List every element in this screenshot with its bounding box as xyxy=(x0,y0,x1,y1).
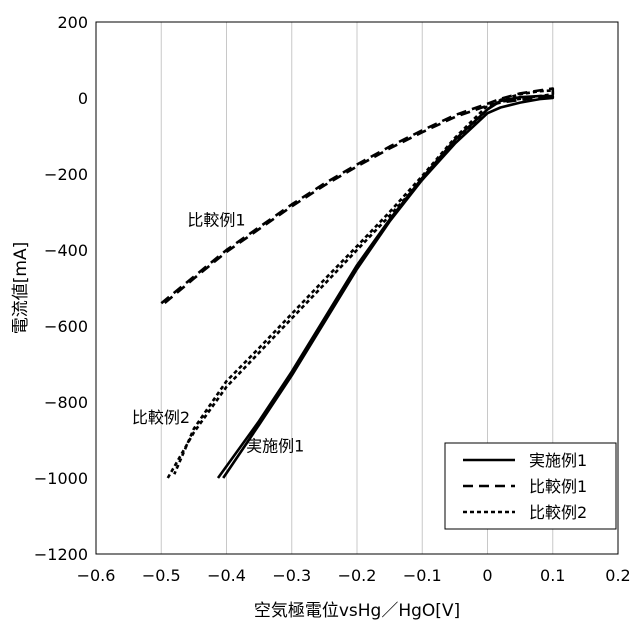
x-tick-label: 0.1 xyxy=(540,566,565,585)
legend-label: 比較例1 xyxy=(529,477,587,496)
y-tick-label: −600 xyxy=(44,317,88,336)
y-tick-label: 200 xyxy=(57,13,88,32)
legend-label: 実施例1 xyxy=(529,451,587,470)
annotation-label: 実施例1 xyxy=(246,437,304,456)
x-tick-label: −0.2 xyxy=(338,566,377,585)
x-axis-label: 空気極電位vsHg／HgO[V] xyxy=(254,601,460,621)
annotation-label: 比較例1 xyxy=(187,211,245,230)
y-axis-label: 電流値[mA] xyxy=(11,242,31,334)
x-tick-label: −0.4 xyxy=(207,566,246,585)
legend: 実施例1 比較例1 比較例2 xyxy=(445,443,616,529)
x-axis-ticks: −0.6 −0.5 −0.4 −0.3 −0.2 −0.1 0 0.1 0.2 xyxy=(77,566,631,585)
y-tick-label: −800 xyxy=(44,393,88,412)
y-tick-label: −1200 xyxy=(34,545,88,564)
y-tick-label: −200 xyxy=(44,165,88,184)
y-tick-label: −400 xyxy=(44,241,88,260)
y-tick-label: 0 xyxy=(78,89,88,108)
x-tick-label: 0 xyxy=(482,566,492,585)
x-tick-label: 0.2 xyxy=(605,566,630,585)
legend-label: 比較例2 xyxy=(529,503,587,522)
x-tick-label: −0.3 xyxy=(272,566,311,585)
annotation-label: 比較例2 xyxy=(132,408,190,427)
series-line xyxy=(218,96,553,478)
y-tick-label: −1000 xyxy=(34,469,88,488)
x-tick-label: −0.1 xyxy=(403,566,442,585)
x-tick-label: −0.5 xyxy=(142,566,181,585)
y-axis-ticks: 200 0 −200 −400 −600 −800 −1000 −1200 xyxy=(34,13,88,564)
x-tick-label: −0.6 xyxy=(77,566,116,585)
series-line xyxy=(168,90,553,478)
